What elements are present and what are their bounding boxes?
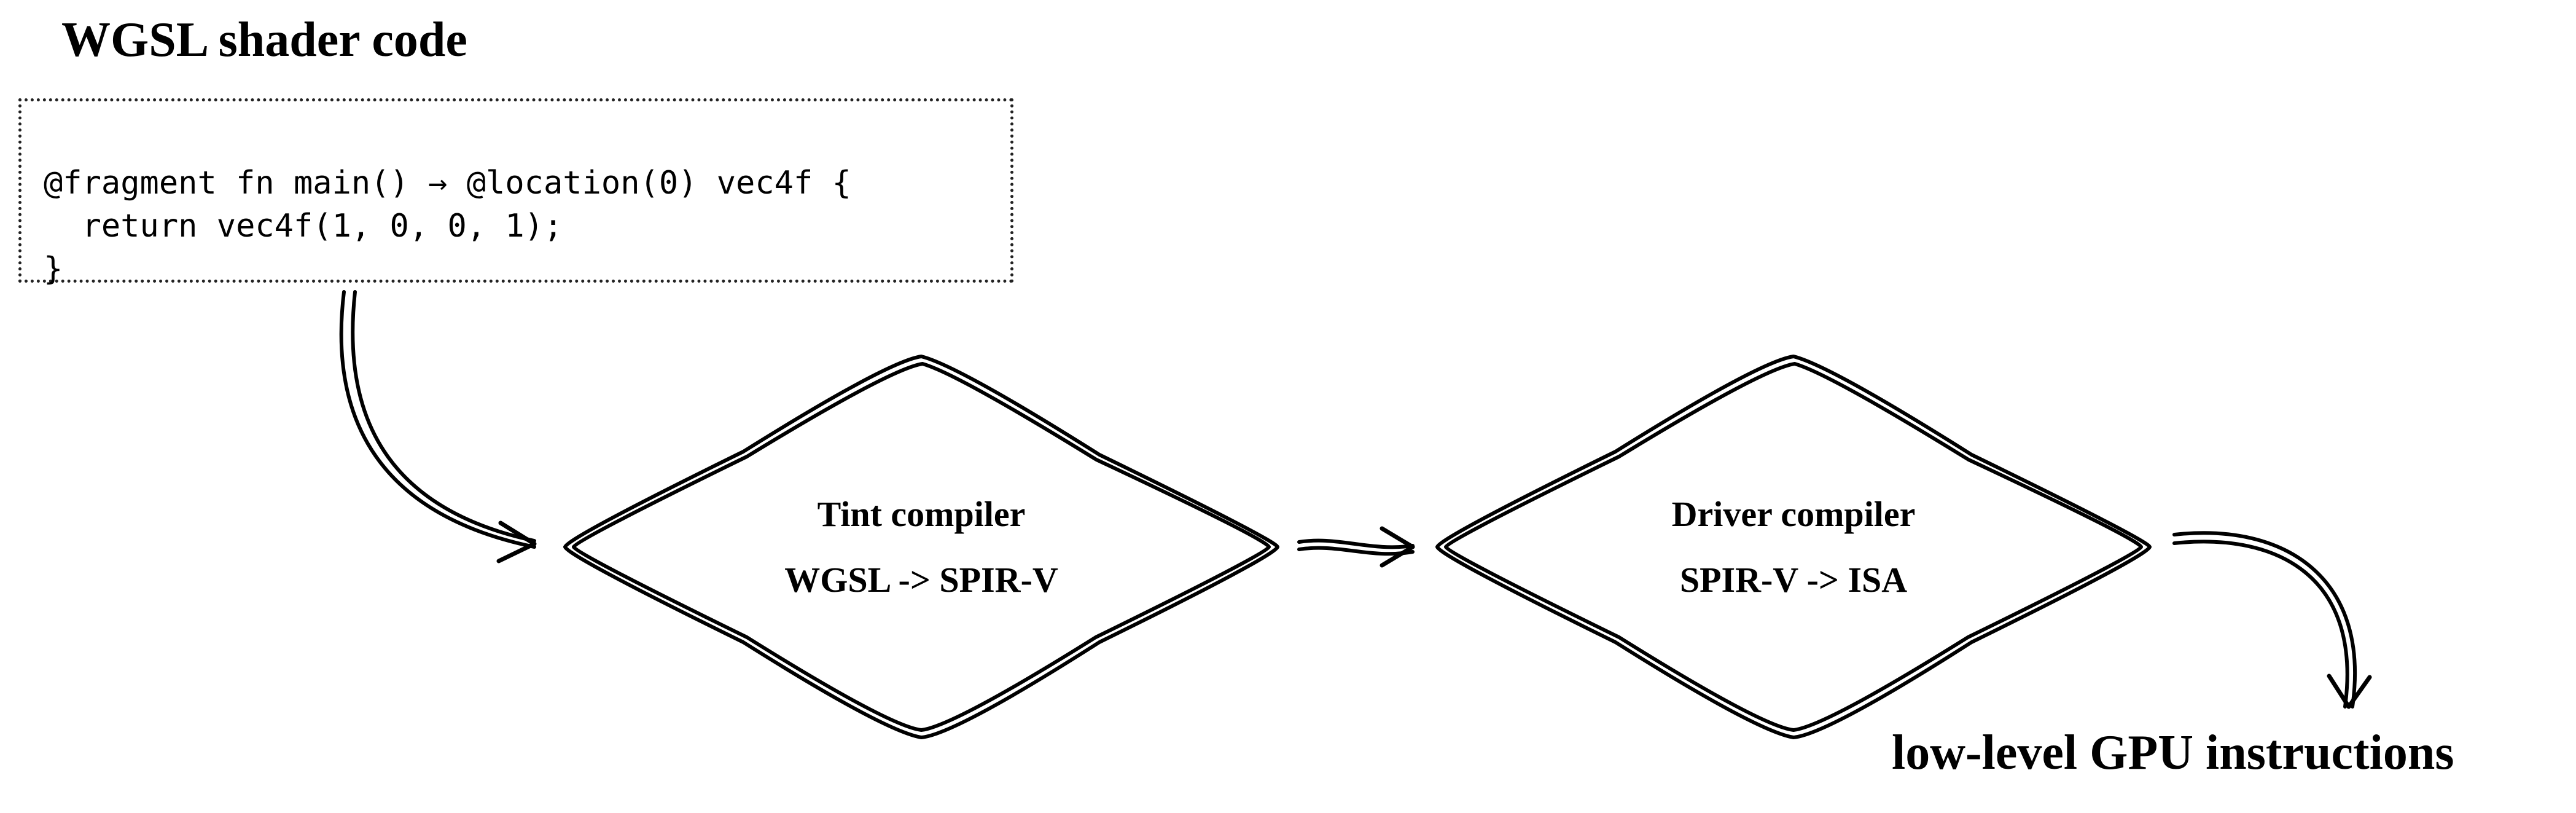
node-title: Tint compiler [818, 493, 1026, 535]
node-title: Driver compiler [1672, 493, 1916, 535]
driver-compiler-node: Driver compiler SPIR-V -> ISA [1615, 467, 1972, 627]
node-subtitle: SPIR-V -> ISA [1680, 559, 1907, 600]
tint-compiler-node: Tint compiler WGSL -> SPIR-V [743, 467, 1099, 627]
code-line: } [44, 251, 63, 288]
code-line: return vec4f(1, 0, 0, 1); [44, 208, 563, 245]
arrow-driver-to-output [2174, 533, 2370, 707]
arrow-code-to-tint [342, 292, 534, 561]
node-subtitle: WGSL -> SPIR-V [784, 559, 1058, 600]
arrow-tint-to-driver [1299, 528, 1413, 565]
code-line: @fragment fn main() → @location(0) vec4f… [44, 165, 851, 202]
output-label: low-level GPU instructions [1892, 725, 2454, 781]
diagram-title: WGSL shader code [61, 12, 467, 68]
wgsl-code-box: @fragment fn main() → @location(0) vec4f… [18, 98, 1013, 283]
